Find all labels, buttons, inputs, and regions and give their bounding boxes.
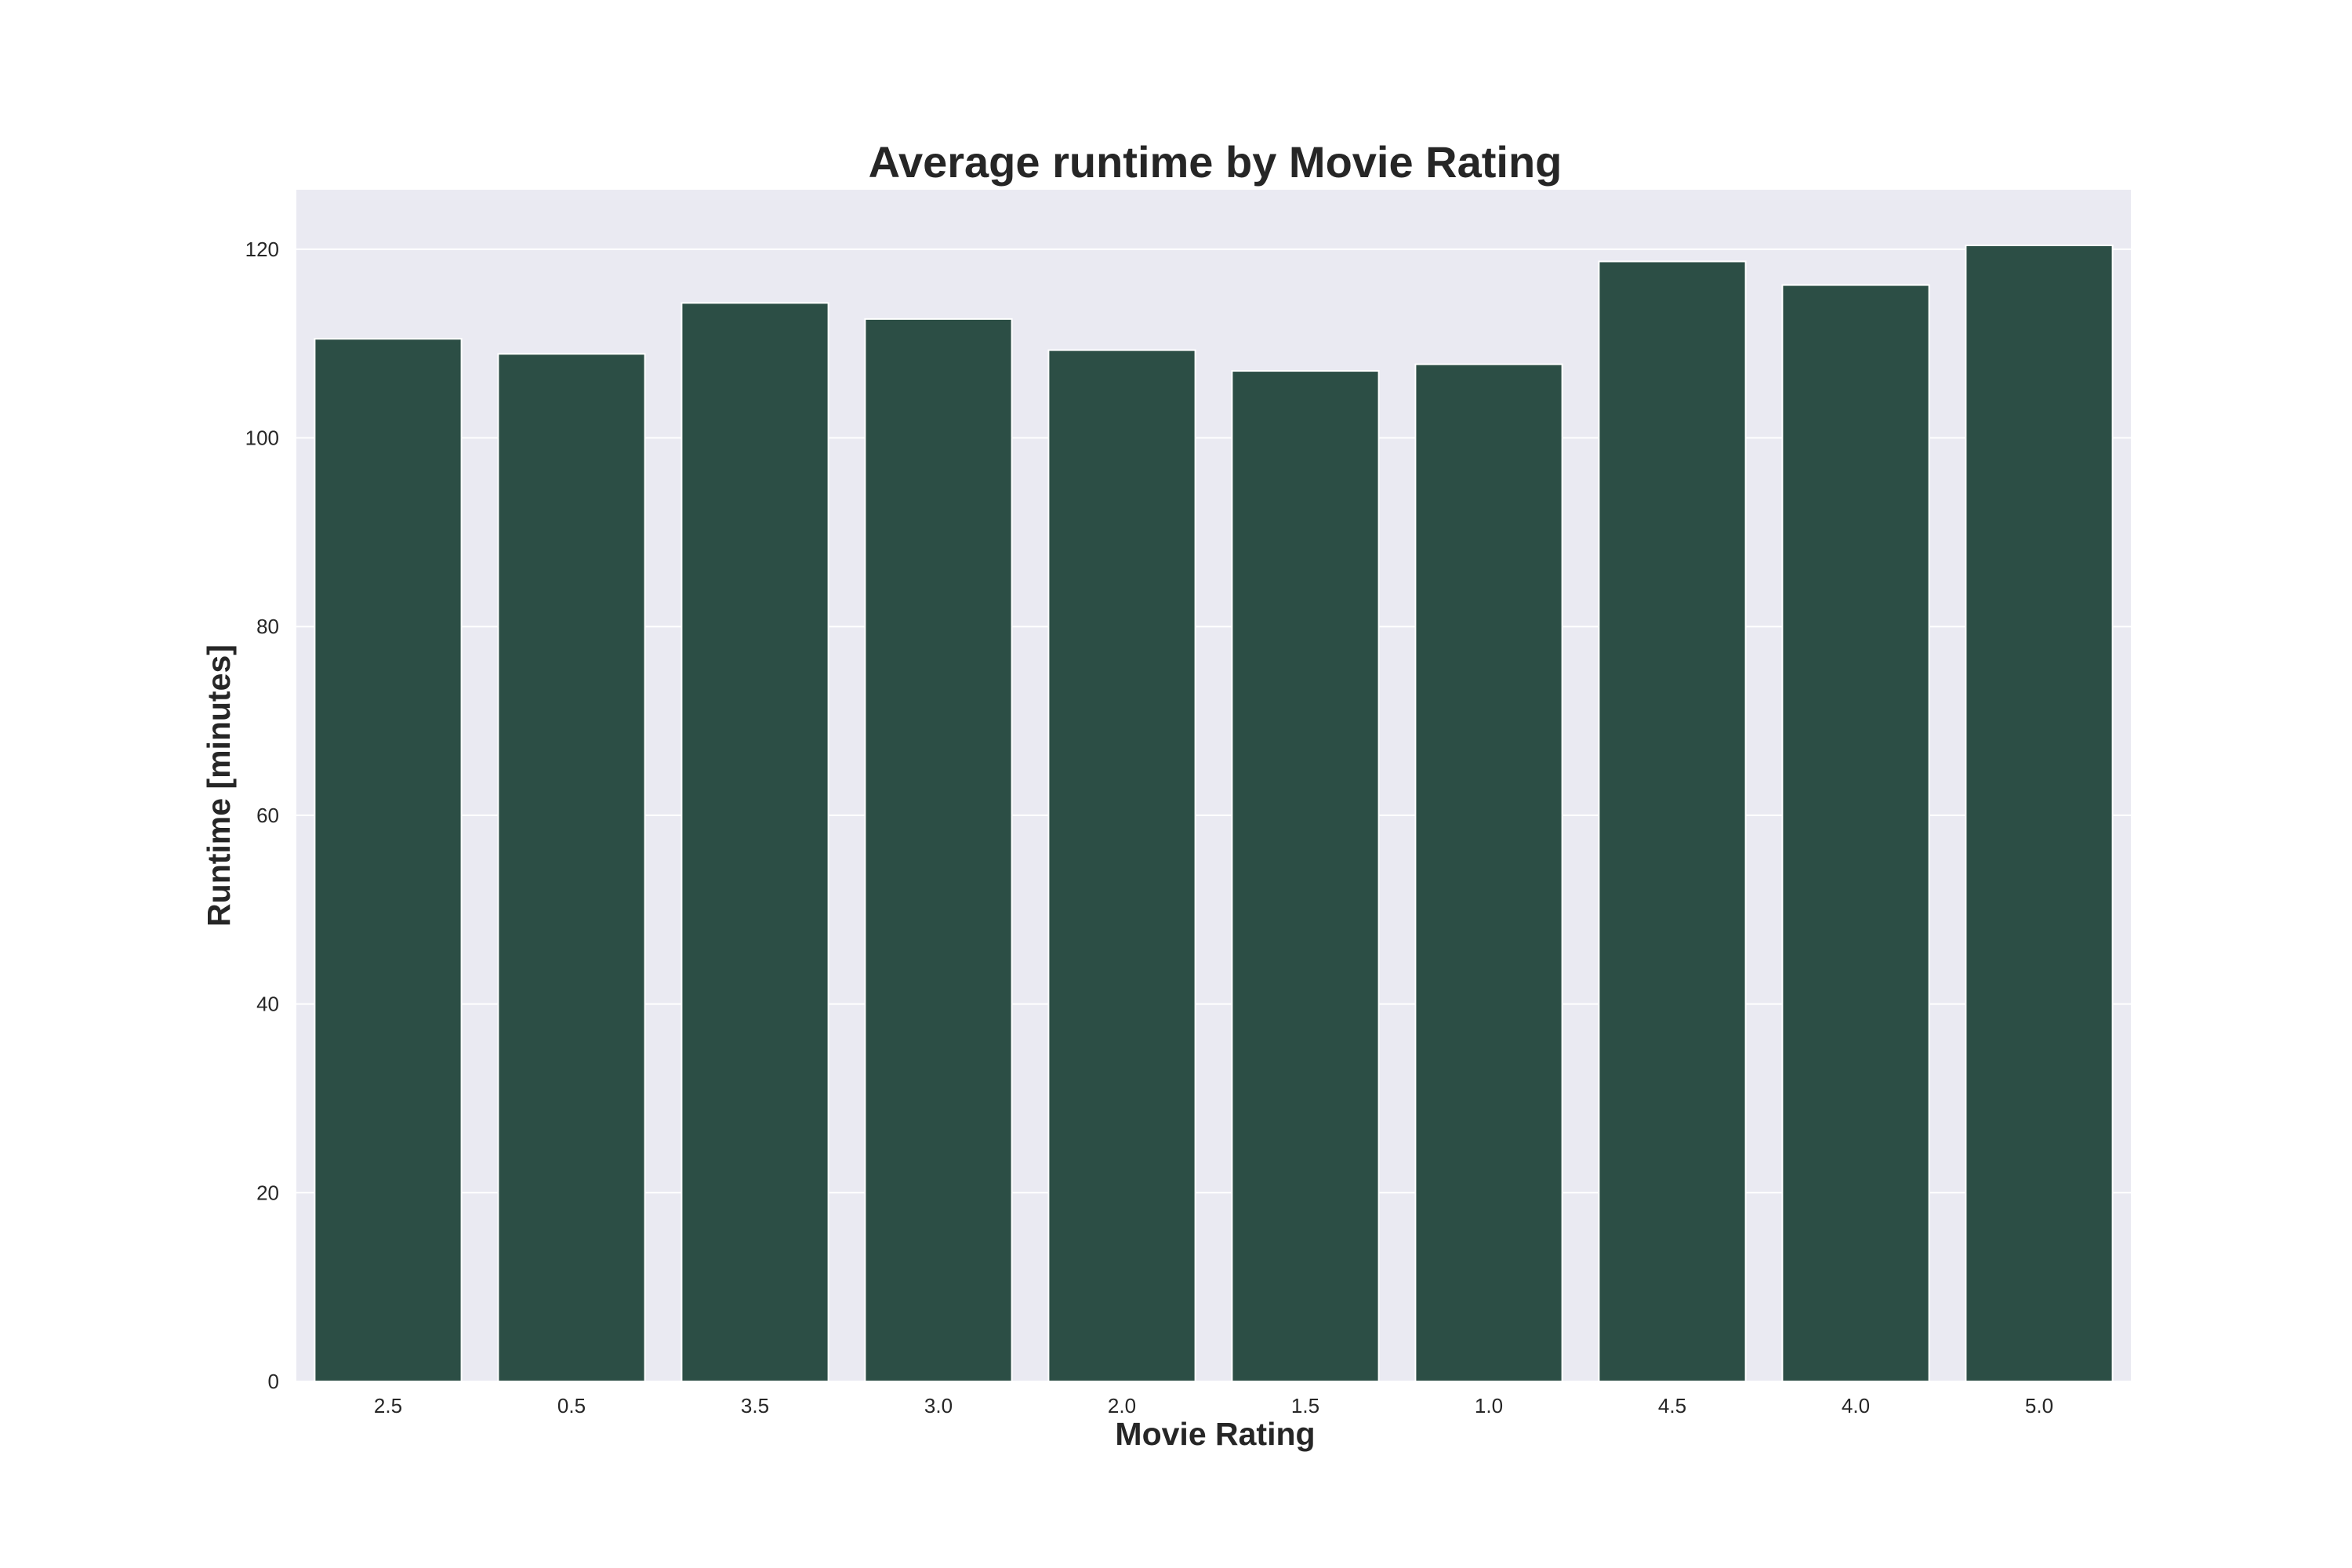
bar-2.0: [1047, 349, 1196, 1382]
bar-3.0: [864, 318, 1013, 1382]
x-tick-label: 0.5: [557, 1394, 586, 1417]
x-tick-label: 4.5: [1658, 1394, 1686, 1417]
x-tick-label: 2.0: [1108, 1394, 1136, 1417]
x-tick-label: 1.0: [1475, 1394, 1503, 1417]
bar-1.5: [1231, 370, 1380, 1383]
bar-2.5: [314, 338, 463, 1383]
y-tick-label: 120: [245, 238, 279, 261]
x-tick-label: 4.0: [1842, 1394, 1870, 1417]
bar-1.0: [1414, 363, 1563, 1382]
y-tick-label: 20: [256, 1181, 279, 1204]
bar-3.5: [681, 302, 829, 1382]
y-tick-label: 80: [256, 615, 279, 638]
bars: [314, 245, 2114, 1383]
y-tick-label: 0: [268, 1370, 279, 1393]
y-axis-ticks: 0 20 40 60 80 100 120: [245, 238, 279, 1393]
bar-5.0: [1965, 245, 2114, 1383]
bar-0.5: [497, 353, 646, 1383]
x-tick-label: 1.5: [1291, 1394, 1319, 1417]
bar-4.5: [1598, 260, 1747, 1383]
x-tick-label: 3.5: [741, 1394, 769, 1417]
y-tick-label: 60: [256, 804, 279, 827]
y-tick-label: 100: [245, 426, 279, 450]
y-axis-label: Runtime [minutes]: [201, 644, 237, 927]
bar-4.0: [1781, 284, 1930, 1382]
x-axis-label: Movie Rating: [1115, 1416, 1315, 1452]
x-tick-label: 3.0: [924, 1394, 953, 1417]
x-axis-ticks: 2.5 0.5 3.5 3.0 2.0 1.5 1.0 4.5 4.0 5.0: [374, 1394, 2053, 1417]
chart-title: Average runtime by Movie Rating: [869, 137, 1563, 187]
x-tick-label: 2.5: [374, 1394, 402, 1417]
y-tick-label: 40: [256, 993, 279, 1016]
x-tick-label: 5.0: [2025, 1394, 2053, 1417]
